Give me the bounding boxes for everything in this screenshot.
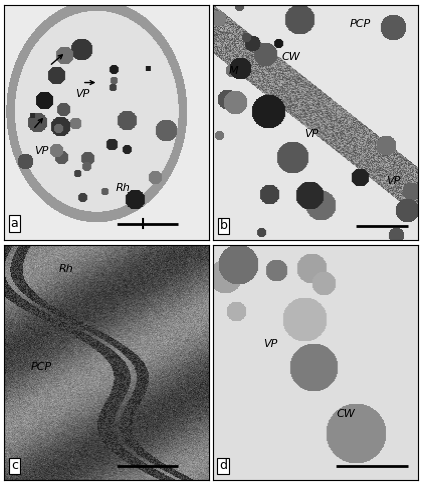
- Text: PCP: PCP: [350, 19, 371, 29]
- Text: VP: VP: [263, 338, 278, 348]
- Text: PCP: PCP: [30, 362, 51, 372]
- Text: VP: VP: [304, 129, 319, 139]
- Text: VP: VP: [34, 146, 48, 156]
- Text: CW: CW: [281, 52, 300, 62]
- Text: d: d: [219, 460, 227, 472]
- Text: VP: VP: [75, 90, 89, 100]
- Text: a: a: [11, 217, 18, 230]
- Text: b: b: [219, 220, 227, 232]
- Text: VP: VP: [386, 176, 400, 186]
- Text: Rh: Rh: [116, 184, 130, 194]
- Text: CW: CW: [337, 409, 355, 419]
- Text: Rh: Rh: [58, 264, 73, 274]
- Text: M: M: [229, 66, 238, 76]
- Text: c: c: [11, 460, 18, 472]
